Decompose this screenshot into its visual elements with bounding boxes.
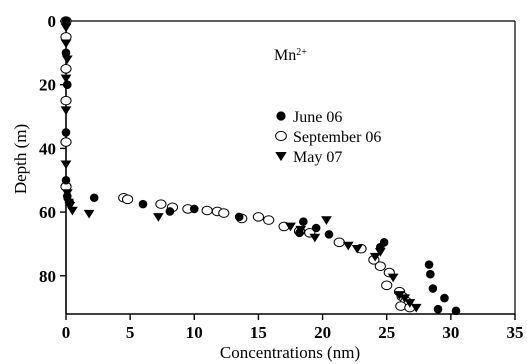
data-point xyxy=(61,55,73,65)
species-annotation-sup: 2+ xyxy=(296,47,307,58)
data-point xyxy=(121,194,134,205)
series-may-07 xyxy=(60,23,422,313)
data-point xyxy=(60,160,72,170)
y-tick-label: 40 xyxy=(39,139,56,158)
x-tick-label: 5 xyxy=(126,323,135,342)
x-tick-label: 0 xyxy=(62,323,71,342)
legend-label: June 06 xyxy=(293,109,342,126)
data-point xyxy=(309,233,321,243)
data-point xyxy=(410,303,422,313)
data-point xyxy=(399,294,411,303)
data-point xyxy=(285,222,296,232)
data-point xyxy=(189,204,199,214)
data-point xyxy=(60,106,72,116)
data-point xyxy=(62,80,72,89)
x-tick-label: 25 xyxy=(378,323,395,342)
data-point xyxy=(374,261,386,272)
data-point xyxy=(61,128,71,137)
legend-label: May 07 xyxy=(293,149,342,166)
data-point xyxy=(394,291,405,300)
x-tick-label: 15 xyxy=(250,323,267,342)
species-annotation-base: Mn xyxy=(274,47,296,64)
species-annotation: Mn2+ xyxy=(274,47,307,65)
data-point xyxy=(324,230,334,239)
data-point xyxy=(295,228,304,238)
data-point xyxy=(234,212,244,222)
data-point xyxy=(381,280,393,291)
data-point xyxy=(201,205,213,216)
x-tick-label: 10 xyxy=(186,323,203,342)
legend-marker xyxy=(276,111,286,121)
data-point xyxy=(342,241,354,251)
x-tick-label: 20 xyxy=(314,323,331,342)
data-point xyxy=(433,304,443,314)
data-point xyxy=(263,215,275,225)
data-point xyxy=(60,23,72,33)
data-point xyxy=(218,208,230,218)
data-point xyxy=(67,206,78,216)
x-tick-label: 30 xyxy=(442,323,459,342)
data-point xyxy=(387,273,399,283)
data-point xyxy=(351,244,363,254)
data-point xyxy=(61,175,71,185)
data-point xyxy=(424,260,434,269)
series-september-06 xyxy=(60,16,416,313)
data-point xyxy=(60,137,72,147)
data-point xyxy=(404,299,416,308)
data-point xyxy=(369,252,381,262)
data-point xyxy=(379,238,389,247)
y-axis-title: Depth (m) xyxy=(11,124,30,194)
data-point xyxy=(440,293,449,303)
x-axis-title: Concentrations (nm) xyxy=(220,343,360,362)
data-point xyxy=(252,212,265,222)
x-tick-label: 35 xyxy=(507,323,524,342)
data-point xyxy=(155,199,167,209)
series-june-06 xyxy=(61,16,461,316)
data-point xyxy=(165,207,175,216)
data-point xyxy=(138,199,148,209)
data-point xyxy=(299,217,308,226)
data-point xyxy=(65,198,75,207)
data-point xyxy=(60,63,72,74)
data-point xyxy=(311,223,321,233)
data-point xyxy=(426,269,435,279)
legend-marker xyxy=(275,130,287,142)
data-point xyxy=(60,95,72,106)
data-point xyxy=(60,74,72,84)
data-point xyxy=(428,284,438,293)
data-point xyxy=(321,216,332,225)
data-point xyxy=(395,301,407,311)
y-tick-label: 20 xyxy=(39,76,56,95)
data-point xyxy=(61,48,71,58)
data-point xyxy=(61,16,71,26)
legend-label: September 06 xyxy=(293,129,381,146)
y-tick-label: 60 xyxy=(39,203,56,222)
data-point xyxy=(451,306,461,316)
data-point xyxy=(89,193,99,203)
y-tick-label: 0 xyxy=(48,12,57,31)
data-marks xyxy=(60,16,461,316)
data-point xyxy=(152,213,164,222)
legend: June 06 September 06 May 07 xyxy=(275,109,381,166)
data-point xyxy=(60,39,72,49)
data-point xyxy=(83,209,95,219)
data-point xyxy=(333,237,345,248)
legend-marker xyxy=(275,151,287,162)
y-tick-label: 80 xyxy=(39,267,56,286)
